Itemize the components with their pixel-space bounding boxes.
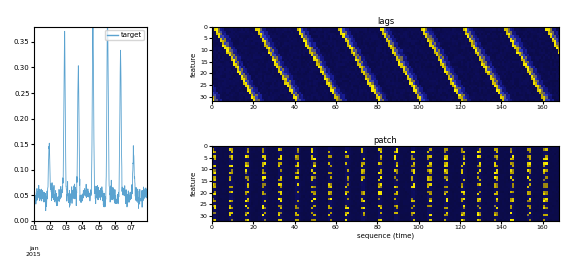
X-axis label: sequence (time): sequence (time) bbox=[357, 233, 414, 239]
Title: lags: lags bbox=[377, 17, 394, 26]
Y-axis label: feature: feature bbox=[191, 171, 197, 196]
Y-axis label: feature: feature bbox=[191, 51, 197, 77]
Text: jan
2015: jan 2015 bbox=[26, 246, 42, 257]
Legend: target: target bbox=[105, 30, 144, 40]
Title: patch: patch bbox=[374, 136, 397, 145]
